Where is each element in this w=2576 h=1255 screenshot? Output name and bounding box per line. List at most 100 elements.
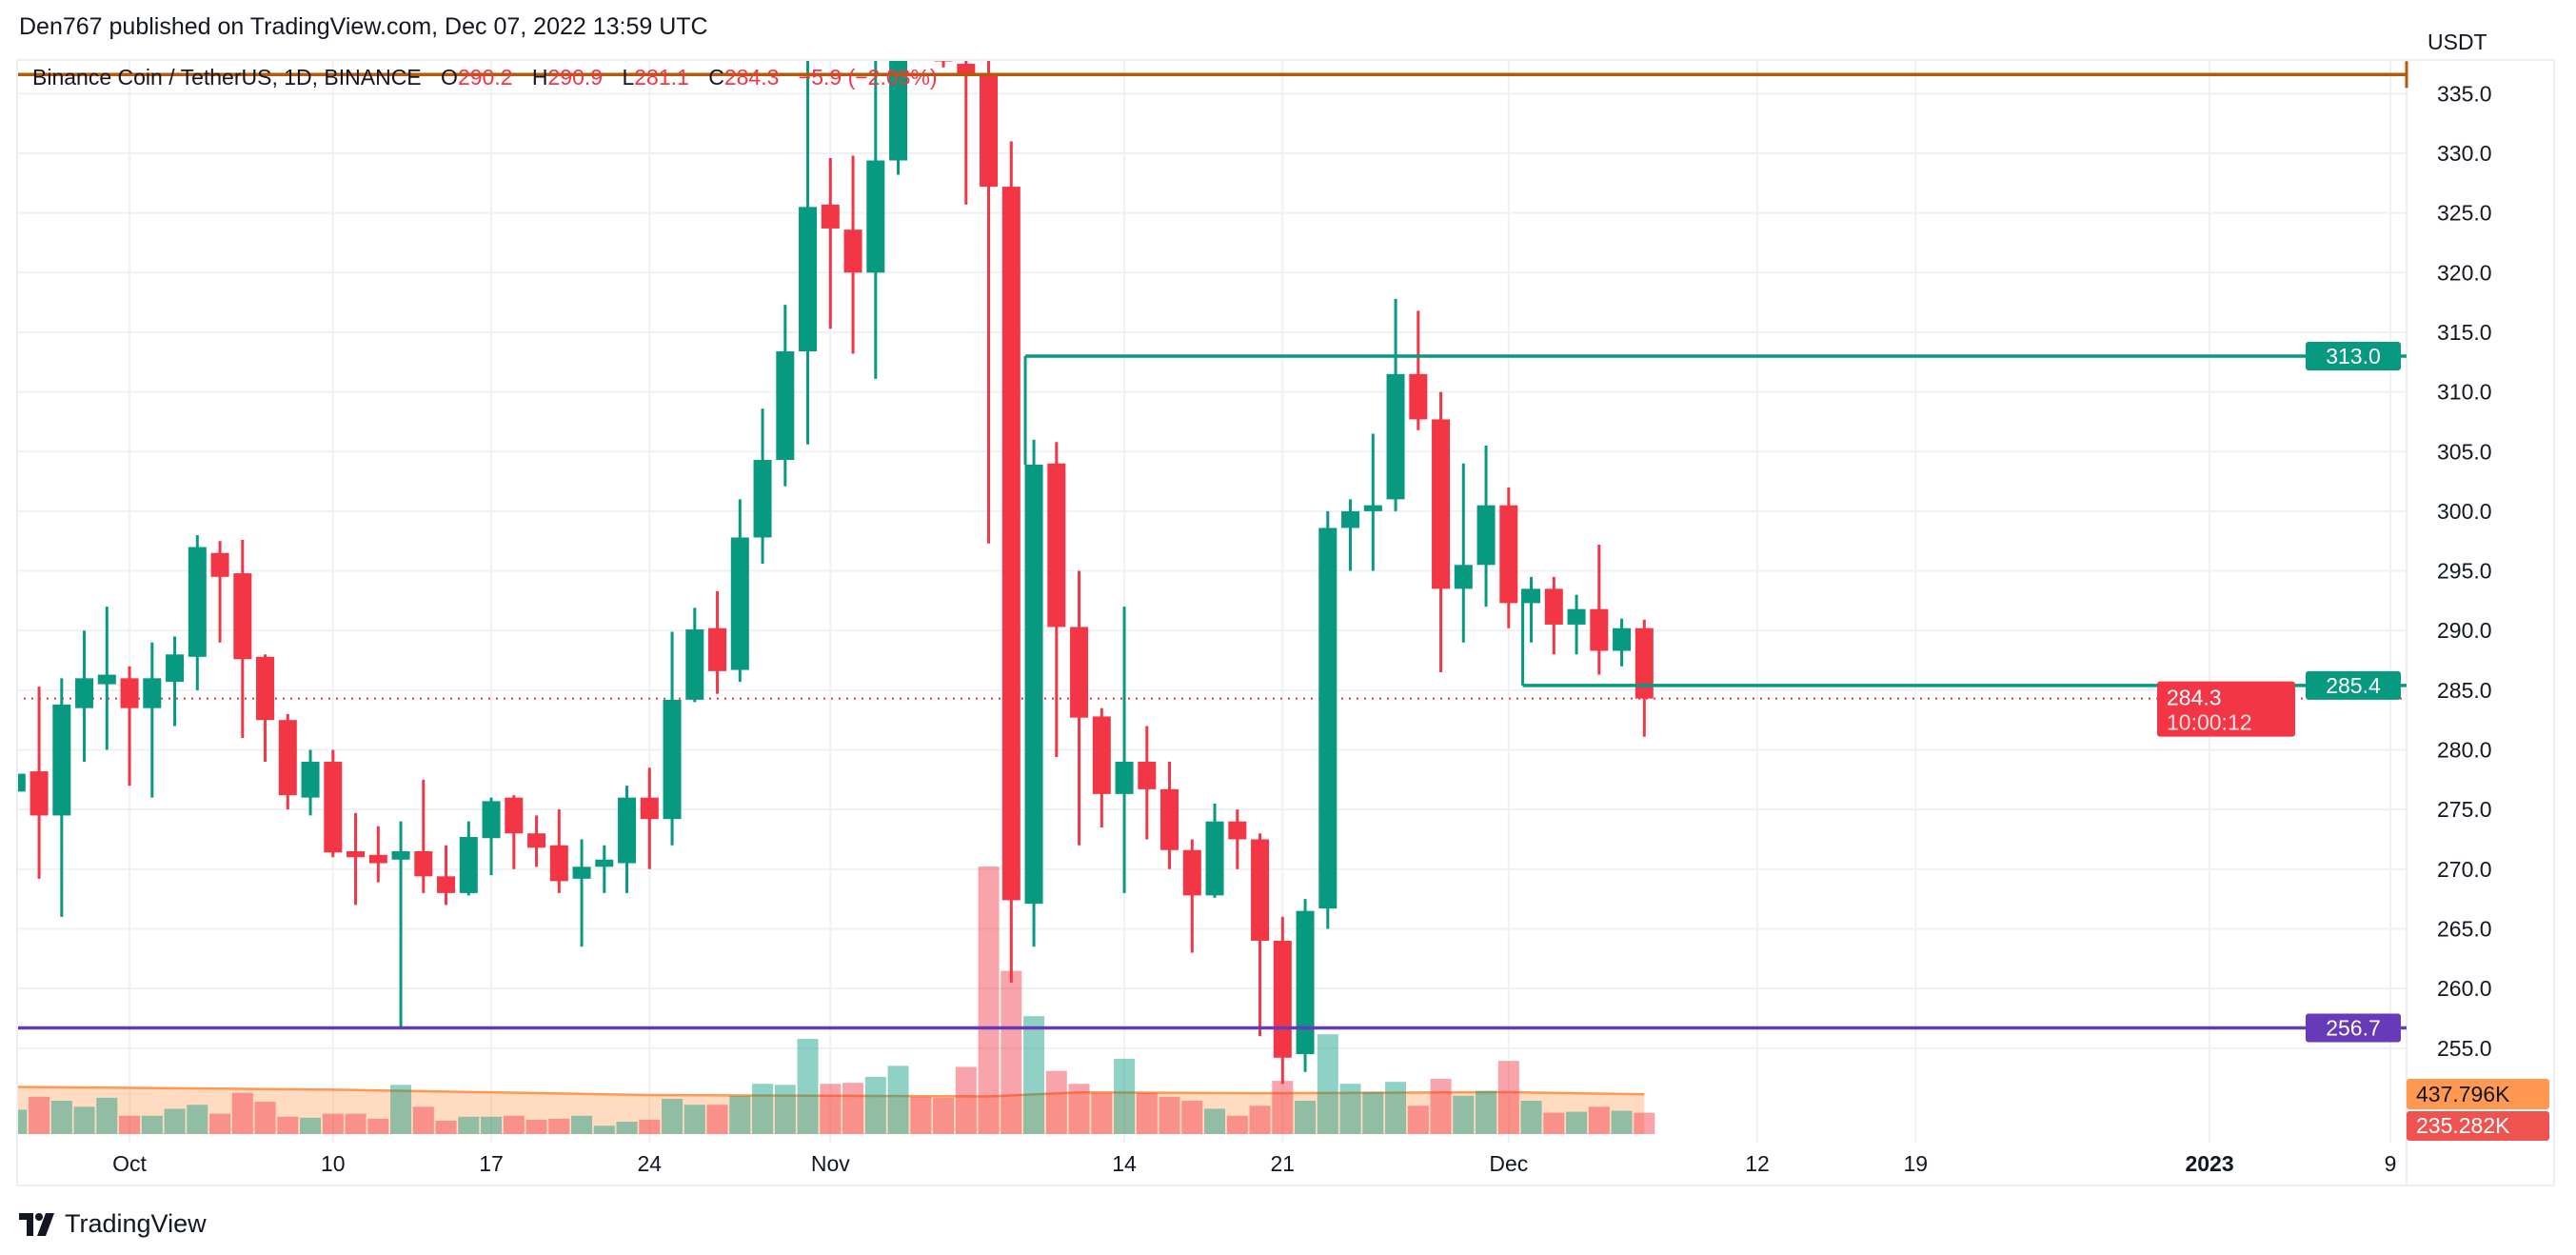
candle[interactable] (799, 58, 818, 445)
volume-bar (345, 1113, 367, 1134)
currency-label[interactable]: USDT (2427, 30, 2487, 54)
candle[interactable] (414, 779, 433, 893)
volume-bar (1091, 1092, 1113, 1134)
candle[interactable] (1341, 499, 1360, 571)
candle[interactable] (1409, 310, 1428, 430)
candle-body (256, 656, 275, 721)
candle[interactable] (30, 687, 49, 879)
candle[interactable] (1567, 594, 1586, 655)
candle[interactable] (821, 158, 840, 329)
candle-body (1522, 588, 1541, 604)
candle[interactable] (1115, 607, 1134, 893)
candle[interactable] (866, 34, 885, 379)
candle[interactable] (527, 815, 546, 867)
candle[interactable] (143, 642, 162, 798)
candle[interactable] (1182, 839, 1201, 953)
time-tick-label: 12 (1745, 1151, 1770, 1176)
candle[interactable] (1318, 510, 1338, 929)
price-tick-label: 260.0 (2437, 976, 2492, 1001)
candle-body (1092, 716, 1111, 794)
candle[interactable] (1205, 803, 1224, 898)
candle[interactable] (1499, 487, 1518, 628)
candle[interactable] (1092, 707, 1111, 827)
candle[interactable] (663, 631, 682, 846)
candle-body (753, 460, 772, 538)
candle[interactable] (52, 678, 71, 917)
candle[interactable] (980, 46, 999, 544)
candle[interactable] (324, 749, 343, 858)
candle[interactable] (347, 812, 366, 906)
candle[interactable] (1228, 809, 1247, 869)
price-tick-label: 255.0 (2437, 1036, 2492, 1061)
volume-bar (662, 1098, 684, 1134)
candle[interactable] (75, 630, 94, 763)
candle[interactable] (549, 809, 568, 893)
candle[interactable] (1001, 141, 1020, 983)
candle[interactable] (572, 839, 591, 947)
candle[interactable] (210, 541, 229, 643)
candle[interactable] (640, 767, 659, 869)
candle[interactable] (618, 786, 637, 893)
candle[interactable] (1160, 762, 1179, 869)
candle-body (120, 678, 139, 708)
candle[interactable] (730, 499, 749, 683)
candle[interactable] (957, 46, 976, 205)
candle-body (1476, 505, 1496, 566)
candle[interactable] (1613, 618, 1632, 667)
candle[interactable] (776, 305, 795, 487)
candle[interactable] (437, 845, 456, 906)
candle[interactable] (1635, 619, 1654, 737)
candle[interactable] (1070, 570, 1089, 846)
volume-bar (1407, 1106, 1429, 1134)
volume-bar (29, 1096, 50, 1134)
candle[interactable] (1432, 391, 1451, 673)
candle[interactable] (934, 22, 953, 68)
candle[interactable] (1522, 576, 1541, 643)
candle[interactable] (482, 797, 501, 876)
candle-body (934, 61, 953, 62)
candle[interactable] (1138, 726, 1157, 840)
price-tick-label: 270.0 (2437, 857, 2492, 882)
candle[interactable] (1273, 916, 1292, 1085)
candle[interactable] (459, 821, 478, 896)
candle-body (52, 704, 71, 816)
candle[interactable] (8, 762, 26, 809)
candle[interactable] (1363, 433, 1382, 571)
candle[interactable] (1454, 463, 1473, 643)
candle[interactable] (1590, 544, 1609, 675)
candle[interactable] (166, 636, 185, 727)
candle[interactable] (233, 539, 252, 738)
candle[interactable] (889, 0, 908, 175)
candle[interactable] (1296, 899, 1315, 1072)
candle[interactable] (256, 654, 275, 763)
candle-body (1499, 505, 1518, 604)
candle[interactable] (595, 845, 614, 893)
candle[interactable] (912, 0, 930, 46)
symbol-name[interactable]: Binance Coin / TetherUS, 1D, BINANCE (32, 65, 422, 90)
candle-body (1635, 628, 1654, 699)
candle[interactable] (391, 821, 410, 1028)
volume-bar (1159, 1096, 1180, 1134)
candle[interactable] (301, 749, 320, 816)
candle[interactable] (188, 534, 207, 690)
candle[interactable] (1251, 833, 1270, 1037)
candle[interactable] (1476, 445, 1496, 608)
candle[interactable] (278, 713, 297, 810)
candle[interactable] (1386, 298, 1405, 511)
candle[interactable] (1024, 439, 1043, 947)
candle[interactable] (368, 826, 387, 883)
candle[interactable] (505, 795, 524, 869)
low-value: 281.1 (634, 65, 689, 90)
candle[interactable] (120, 666, 139, 787)
candle[interactable] (843, 155, 862, 354)
candle[interactable] (1047, 442, 1066, 758)
candle[interactable] (708, 590, 727, 694)
candle[interactable] (685, 608, 704, 703)
tradingview-logo-text: TradingView (65, 1209, 207, 1238)
candle[interactable] (753, 408, 772, 565)
footer-logo[interactable]: TradingView (19, 1209, 207, 1239)
plot-area[interactable] (6, 0, 2407, 1143)
candle[interactable] (1544, 576, 1563, 655)
candle[interactable] (97, 607, 116, 750)
